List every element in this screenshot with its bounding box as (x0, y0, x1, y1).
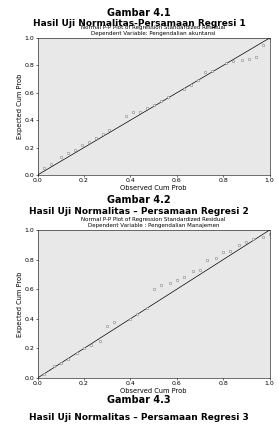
Point (86, 139, 91, 146)
Point (144, 305, 149, 312)
Point (214, 255, 219, 262)
Point (89, 342, 93, 349)
Point (175, 277, 179, 284)
Title: Normal P-P Plot of Regression Standardized Residual
Dependent Variable: Pengenda: Normal P-P Plot of Regression Standardiz… (81, 25, 226, 36)
Y-axis label: Expected Cum Prob: Expected Cum Prob (17, 74, 23, 139)
Point (51, 363, 56, 370)
X-axis label: Observed Cum Prob: Observed Cum Prob (120, 185, 187, 191)
Point (42, 165, 47, 172)
Point (105, 323, 109, 330)
Text: Hasil Uji Normalitas – Persamaan Regresi 2: Hasil Uji Normalitas – Persamaan Regresi… (29, 207, 249, 217)
Point (223, 59, 228, 66)
Point (135, 311, 140, 318)
Point (267, 231, 272, 238)
Title: Normal P-P Plot of Regression Standardized Residual
Dependent Variable : Pengend: Normal P-P Plot of Regression Standardiz… (81, 218, 226, 228)
Point (182, 85, 186, 92)
Point (182, 274, 186, 281)
Point (158, 281, 163, 288)
Point (98, 338, 102, 345)
Point (240, 56, 244, 63)
Point (112, 318, 116, 325)
Point (188, 81, 193, 88)
Point (251, 235, 256, 242)
Point (66, 150, 70, 157)
Point (82, 345, 86, 352)
Point (247, 55, 251, 62)
Point (42, 370, 47, 377)
Point (221, 249, 225, 256)
Point (195, 77, 200, 84)
Point (260, 41, 265, 48)
Point (151, 101, 156, 109)
Point (260, 234, 265, 241)
Point (144, 104, 149, 111)
Point (205, 256, 209, 263)
Point (244, 238, 249, 245)
Text: Gambar 4.2: Gambar 4.2 (107, 195, 171, 205)
Point (168, 280, 172, 287)
Point (73, 147, 77, 154)
Text: Gambar 4.3: Gambar 4.3 (107, 395, 171, 405)
Point (80, 141, 84, 148)
Point (165, 93, 170, 101)
Text: Gambar 4.1: Gambar 4.1 (107, 8, 171, 18)
Point (58, 154, 63, 161)
Point (228, 247, 232, 254)
Point (123, 113, 128, 120)
Point (100, 130, 105, 137)
Point (198, 266, 202, 273)
Point (230, 58, 235, 65)
Point (267, 35, 272, 42)
Point (191, 268, 195, 275)
Point (58, 360, 63, 367)
Point (66, 355, 70, 362)
Point (128, 315, 133, 323)
Point (130, 109, 135, 116)
Point (209, 67, 214, 74)
Point (75, 349, 79, 356)
Point (49, 160, 54, 167)
Text: Hasil Uji Normalitas – Persamaan Regresi 3: Hasil Uji Normalitas – Persamaan Regresi… (29, 413, 249, 423)
Point (237, 241, 242, 249)
Point (93, 135, 98, 142)
Point (254, 54, 258, 61)
Point (107, 126, 112, 133)
Point (202, 69, 207, 76)
Point (137, 109, 142, 116)
Text: Hasil Uji Normalitas-Persamaan Regresi 1: Hasil Uji Normalitas-Persamaan Regresi 1 (33, 19, 245, 28)
Y-axis label: Expected Cum Prob: Expected Cum Prob (17, 271, 23, 337)
Point (158, 97, 163, 105)
X-axis label: Observed Cum Prob: Observed Cum Prob (120, 388, 187, 394)
Point (151, 286, 156, 293)
